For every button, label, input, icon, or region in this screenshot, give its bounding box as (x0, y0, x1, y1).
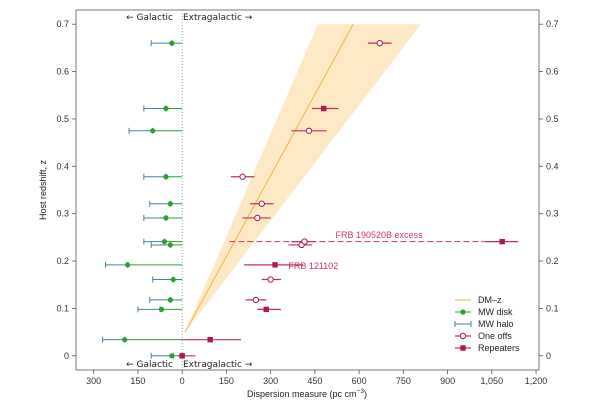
dm-z-band (185, 24, 422, 333)
repeater-point (207, 336, 213, 343)
plot-frame (75, 9, 540, 371)
y-tick-label-right: 0.4 (546, 161, 559, 171)
one-off-point (252, 296, 260, 304)
y-axis-title: Host redshift, z (38, 159, 48, 220)
y-tick-label-left: 0 (64, 351, 69, 361)
plot-area: FRB 190520B excess FRB 121102 (102, 10, 519, 370)
bottom-extragalactic-label: Extragalactic → (183, 360, 253, 370)
frb-190520b-label: FRB 190520B excess (336, 230, 424, 240)
legend-label-halo: MW halo (478, 319, 514, 329)
frb-121102-label: FRB 121102 (288, 261, 338, 271)
mw-disk-point (161, 239, 168, 245)
one-off-point (258, 200, 265, 207)
x-axis-title-sup: −3 (357, 388, 365, 395)
y-tick-label-right: 0.6 (546, 67, 559, 77)
y-tick-label-right: 0.1 (546, 303, 559, 313)
y-tick-label-right: 0.7 (546, 19, 559, 29)
x-tick-label: 600 (352, 376, 367, 386)
one-off-point (376, 39, 383, 47)
mw-disk-point (167, 242, 173, 248)
y-tick-label-right: 0.2 (546, 256, 559, 266)
x-tick-label: 0 (180, 376, 185, 386)
y-tick-label-right: 0 (546, 351, 551, 361)
legend-label-disk: MW disk (478, 307, 513, 317)
legend-label-oneoff: One offs (478, 331, 512, 341)
x-tick-label: 750 (396, 376, 411, 386)
x-axis-title: Dispersion measure (pc cm−3) (247, 388, 367, 399)
dm-z-line (184, 23, 354, 333)
x-tick-label: 300 (263, 376, 278, 386)
top-galactic-label: ← Galactic (126, 13, 173, 23)
y-tick-label-left: 0.4 (56, 161, 69, 171)
mw-disk-point (163, 215, 169, 221)
x-tick-label: 900 (440, 376, 455, 386)
one-off-point (254, 214, 261, 222)
one-off-point (305, 127, 313, 134)
x-tick-label: 1,050 (481, 376, 504, 386)
repeater-point (179, 353, 185, 359)
y-tick-label-left: 0.6 (56, 67, 69, 77)
x-tick-label: 150 (130, 376, 145, 386)
repeater-point (263, 306, 269, 313)
mw-disk-point (167, 201, 173, 207)
mw-disk-point (150, 128, 156, 134)
mw-disk-point (167, 297, 173, 303)
mw-disk-point (163, 174, 169, 180)
mw-disk-point (169, 353, 175, 359)
legend-label-repeater: Repeaters (478, 343, 520, 353)
mw-disk-point (158, 306, 165, 312)
y-tick-label-left: 0.7 (56, 19, 69, 29)
legend: DM–z MW disk MW halo One offs Repeaters (454, 295, 520, 353)
legend-label-dmz: DM–z (478, 295, 502, 305)
axis-ticks: 300 150 0 150 300 450 600 750 900 1,050 1,200 0 0 0.1… (56, 19, 558, 386)
one-off-point (301, 238, 308, 245)
legend-one-off-swatch (459, 332, 467, 340)
legend-mw-disk-swatch (460, 309, 466, 315)
one-off-point (267, 276, 274, 283)
y-tick-label-right: 0.5 (546, 114, 559, 124)
one-off-point (239, 173, 246, 180)
repeater-point (321, 105, 327, 112)
x-axis-title-close: ) (364, 389, 367, 399)
x-tick-label: 300 (86, 376, 101, 386)
y-tick-label-left: 0.5 (56, 114, 69, 124)
repeater-point (272, 262, 278, 268)
mw-disk-point (170, 276, 176, 283)
x-axis-title-main: Dispersion measure (pc cm (247, 389, 357, 399)
mw-disk-point (125, 262, 131, 268)
y-tick-label-right: 0.3 (546, 209, 559, 219)
top-extragalactic-label: Extragalactic → (183, 13, 253, 23)
x-tick-label: 150 (219, 376, 234, 386)
y-tick-label-left: 0.2 (56, 256, 69, 266)
x-tick-label: 450 (307, 376, 322, 386)
mw-disk-point (163, 105, 169, 112)
mw-disk-point (169, 40, 175, 46)
bottom-galactic-label: ← Galactic (126, 360, 173, 370)
y-tick-label-left: 0.3 (56, 209, 69, 219)
legend-repeater-swatch (460, 345, 466, 351)
mw-disk-point (122, 337, 128, 343)
repeater-point (499, 238, 505, 245)
y-tick-label-left: 0.1 (56, 303, 69, 313)
x-tick-label: 1,200 (525, 376, 548, 386)
